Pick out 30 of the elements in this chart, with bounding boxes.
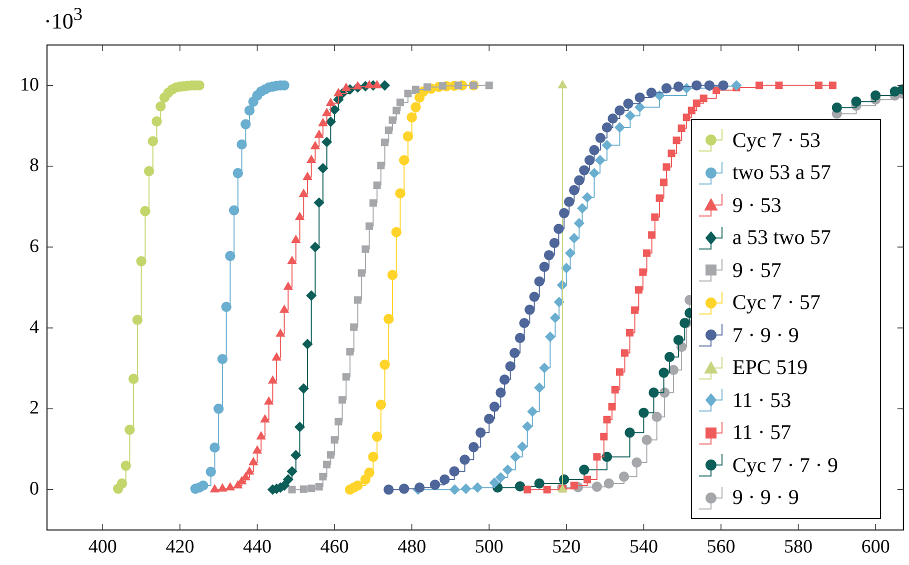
y-tick-label: 8 xyxy=(30,155,39,176)
x-tick-label: 440 xyxy=(242,536,272,558)
legend-label: two 53 a 57 xyxy=(731,160,832,186)
y-tick-label: 0 xyxy=(30,478,39,500)
x-tick-label: 520 xyxy=(552,536,581,558)
legend-label: Cyc 7 · 53 xyxy=(731,128,822,153)
legend-label: 7 · 9 · 9 xyxy=(731,322,800,348)
x-tick-label: 500 xyxy=(474,536,504,558)
legend-label: Cyc 7 · 57 xyxy=(731,290,822,316)
legend-label: 11 · 57 xyxy=(731,420,792,446)
x-tick-label: 540 xyxy=(629,536,658,558)
y-tick-label: 2 xyxy=(30,398,39,419)
legend-label: 11 · 53 xyxy=(731,388,792,413)
legend-label: EPC 519 xyxy=(731,355,809,380)
legend-label: 9 · 53 xyxy=(731,192,782,218)
y-tick-label: 6 xyxy=(30,236,39,258)
x-tick-label: 600 xyxy=(861,536,890,558)
legend-label: 9 · 57 xyxy=(731,258,782,283)
x-tick-label: 560 xyxy=(706,536,736,558)
y-tick-label: 10 xyxy=(20,74,39,96)
x-tick-label: 460 xyxy=(320,536,349,558)
legend-label: Cyc 7 · 7 · 9 xyxy=(731,452,839,478)
legend-label: 9 · 9 · 9 xyxy=(731,485,800,510)
legend-label: a 53 two 57 xyxy=(731,225,832,250)
y-tick-label: 4 xyxy=(30,316,40,338)
x-tick-label: 400 xyxy=(88,536,117,558)
x-tick-label: 580 xyxy=(784,536,813,558)
x-tick-label: 420 xyxy=(166,536,194,558)
x-tick-label: 480 xyxy=(398,536,426,558)
text: ·10$^{3}$ xyxy=(44,4,82,34)
